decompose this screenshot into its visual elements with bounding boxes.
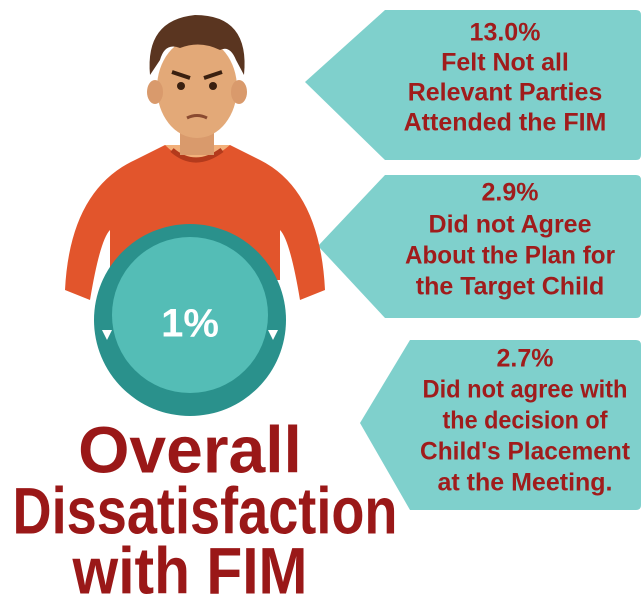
callout-value: 2.9%	[482, 179, 539, 207]
callout-value: 2.7%	[497, 345, 554, 373]
infographic: 1% Overall Dissatisfaction with FIM 13.0…	[0, 0, 644, 607]
callout-text: Child's Placement	[420, 438, 631, 466]
callout-text: About the Plan for	[405, 242, 615, 270]
callout-text: the decision of	[443, 407, 609, 435]
callout-text: Attended the FIM	[404, 109, 607, 137]
center-value: 1%	[161, 302, 219, 346]
callout-text: Felt Not all	[441, 49, 569, 77]
callout-text: at the Meeting.	[437, 469, 612, 497]
callout-text: the Target Child	[416, 273, 604, 301]
callout-text: Did not agree with	[423, 376, 628, 404]
callout-text: Did not Agree	[429, 211, 592, 239]
callout-value: 13.0%	[470, 19, 541, 47]
person-illustration	[65, 15, 325, 416]
callout-text: Relevant Parties	[408, 79, 603, 107]
title-line: with FIM	[72, 533, 308, 607]
